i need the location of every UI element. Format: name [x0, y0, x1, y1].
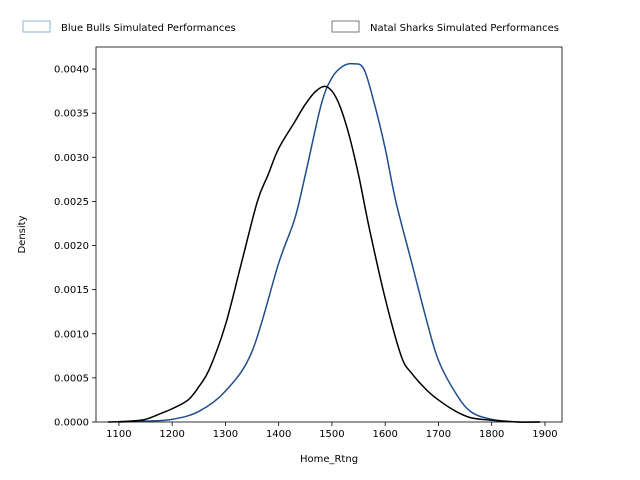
y-axis-title: Density	[17, 215, 28, 253]
legend-swatch-natal-sharks	[331, 20, 360, 33]
legend: Blue Bulls Simulated Performances Natal …	[22, 20, 559, 34]
x-tick-label: 1300	[213, 429, 238, 440]
y-tick-label: 0.0010	[54, 329, 89, 340]
legend-item-blue-bulls: Blue Bulls Simulated Performances	[22, 20, 236, 34]
x-axis-ticks: 1100 1200 1300 1400 1500 1600 1700 1800 1900	[106, 422, 558, 440]
density-line-natal-sharks	[107, 85, 541, 423]
y-tick-label: 0.0005	[54, 373, 89, 384]
y-tick-label: 0.0040	[54, 65, 89, 76]
y-tick-label: 0.0000	[54, 418, 89, 429]
y-tick-label: 0.0030	[54, 153, 89, 164]
x-tick-label: 1900	[532, 429, 557, 440]
y-axis-ticks: 0.0000 0.0005 0.0010 0.0015 0.0020 0.0025 0.00…	[54, 65, 96, 429]
x-tick-label: 1700	[426, 429, 451, 440]
legend-swatch-blue-bulls	[22, 20, 51, 33]
x-tick-label: 1100	[106, 429, 131, 440]
x-tick-label: 1400	[266, 429, 291, 440]
y-tick-label: 0.0035	[54, 109, 89, 120]
y-tick-label: 0.0020	[54, 241, 89, 252]
x-axis-title: Home_Rtng	[300, 454, 358, 465]
x-tick-label: 1500	[319, 429, 344, 440]
legend-label-natal-sharks: Natal Sharks Simulated Performances	[370, 23, 559, 34]
density-line-blue-bulls	[118, 62, 541, 423]
x-tick-label: 1800	[479, 429, 504, 440]
plot-lines	[107, 62, 541, 423]
x-tick-label: 1200	[159, 429, 184, 440]
legend-label-blue-bulls: Blue Bulls Simulated Performances	[61, 23, 236, 34]
x-tick-label: 1600	[372, 429, 397, 440]
y-tick-label: 0.0025	[54, 197, 89, 208]
plot-frame	[95, 46, 563, 423]
y-tick-label: 0.0015	[54, 285, 89, 296]
legend-item-natal-sharks: Natal Sharks Simulated Performances	[331, 20, 559, 34]
